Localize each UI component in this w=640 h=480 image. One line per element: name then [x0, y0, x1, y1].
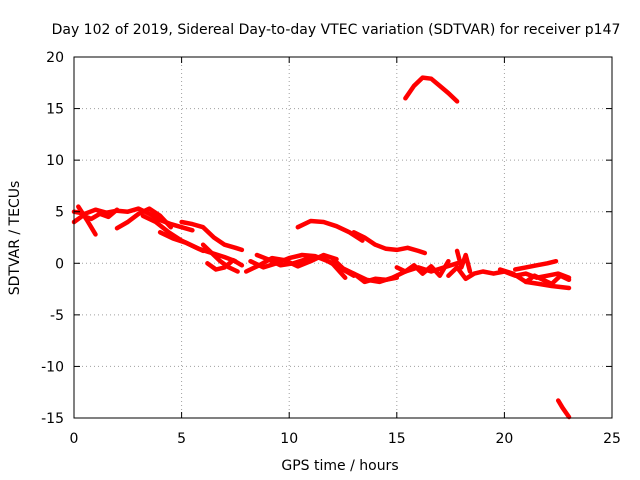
- data-series-track-20: [454, 248, 473, 274]
- data-series-track-4: [114, 206, 174, 231]
- x-tick-label: 5: [177, 431, 186, 447]
- y-tick-label: 10: [46, 153, 64, 169]
- data-series-track-23: [512, 258, 559, 272]
- data-series-track-18: [403, 75, 460, 104]
- data-series-track-21: [497, 267, 572, 291]
- data-series-track-9: [200, 242, 240, 274]
- x-tick-label: 10: [280, 431, 298, 447]
- y-axis-label: SDTVAR / TECUs: [7, 181, 23, 296]
- data-series-track-13: [295, 218, 365, 243]
- y-tick-label: -10: [41, 359, 64, 375]
- data-series-track-7: [179, 219, 245, 253]
- data-series-track-2: [71, 207, 120, 225]
- data-series-track-17: [394, 258, 451, 278]
- y-tick-label: 20: [46, 50, 64, 66]
- data-series-track-14: [351, 230, 428, 256]
- y-tick-label: -5: [50, 308, 64, 324]
- data-series-track-6: [157, 230, 238, 264]
- plot-area: [71, 75, 572, 420]
- data-series-track-1: [71, 206, 195, 233]
- data-series-track-12: [243, 252, 339, 274]
- x-tick-label: 25: [603, 431, 621, 447]
- plot-frame: [73, 56, 613, 419]
- y-tick-label: 15: [46, 102, 64, 118]
- x-tick-label: 20: [495, 431, 513, 447]
- data-series-track-3: [76, 204, 98, 237]
- grid-lines: [74, 57, 612, 418]
- chart-title: Day 102 of 2019, Sidereal Day-to-day VTE…: [52, 22, 621, 38]
- x-tick-label: 15: [388, 431, 406, 447]
- y-tick-label: 0: [55, 256, 64, 272]
- x-tick-label: 0: [70, 431, 79, 447]
- x-axis-ticks: 0 5 10 15 20 25: [70, 57, 621, 447]
- x-axis-label: GPS time / hours: [281, 458, 398, 474]
- data-series-track-22: [523, 273, 572, 287]
- data-series-track-24: [555, 398, 572, 420]
- y-axis-ticks: -15 -10 -5 0 5 10 15 20: [41, 50, 612, 427]
- y-tick-label: -15: [41, 411, 64, 427]
- data-series-track-8: [205, 257, 245, 272]
- y-tick-label: 5: [55, 205, 64, 221]
